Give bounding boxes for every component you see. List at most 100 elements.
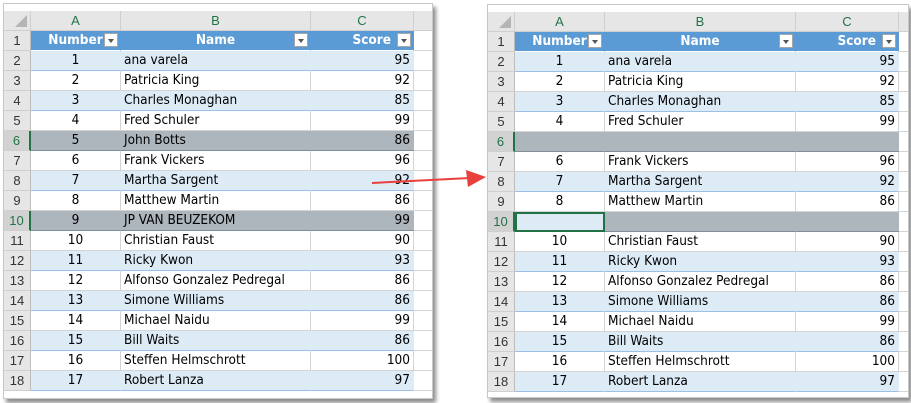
cell-number[interactable]: 2 [515, 72, 605, 92]
cell-number[interactable]: 11 [31, 251, 121, 271]
cell-name[interactable]: Alfonso Gonzalez Pedregal [121, 271, 311, 291]
cell-empty[interactable] [414, 111, 432, 131]
cell-score[interactable] [796, 212, 899, 232]
row-header-1[interactable]: 1 [4, 31, 31, 51]
filter-dropdown-button[interactable] [588, 34, 602, 48]
cell-name[interactable]: Patricia King [121, 71, 311, 91]
cell-score[interactable]: 86 [796, 272, 899, 292]
cell-number[interactable]: 8 [31, 191, 121, 211]
filter-dropdown-button[interactable] [779, 34, 793, 48]
cell-name[interactable]: Charles Monaghan [121, 91, 311, 111]
row-header-2[interactable]: 2 [488, 52, 515, 72]
row-header-18[interactable]: 18 [488, 372, 515, 392]
cell-score[interactable]: 90 [796, 232, 899, 252]
column-header-B[interactable]: B [121, 11, 311, 31]
cell-number[interactable]: 16 [515, 352, 605, 372]
cell-number[interactable]: 16 [31, 351, 121, 371]
cell-score[interactable]: 86 [796, 292, 899, 312]
cell-empty[interactable] [414, 371, 432, 391]
cell-empty[interactable] [899, 292, 908, 312]
row-header-14[interactable]: 14 [488, 292, 515, 312]
cell-score[interactable]: 93 [796, 252, 899, 272]
cell-empty[interactable] [414, 71, 432, 91]
cell-name[interactable]: Christian Faust [605, 232, 796, 252]
cell-number[interactable]: 5 [31, 131, 121, 151]
cell-name[interactable]: ana varela [121, 51, 311, 71]
cell-empty[interactable] [899, 252, 908, 272]
cell-name[interactable]: Fred Schuler [121, 111, 311, 131]
cell-empty[interactable] [414, 151, 432, 171]
cell-score[interactable]: 85 [311, 91, 414, 111]
row-header-15[interactable]: 15 [488, 312, 515, 332]
cell-empty[interactable] [414, 31, 432, 51]
cell-score[interactable]: 97 [796, 372, 899, 392]
cell-score[interactable]: 90 [311, 231, 414, 251]
cell-name[interactable]: Steffen Helmschrott [605, 352, 796, 372]
cell-number[interactable]: 7 [515, 172, 605, 192]
row-header-14[interactable]: 14 [4, 291, 31, 311]
cell-number[interactable]: 3 [515, 92, 605, 112]
column-header-empty[interactable] [414, 11, 432, 31]
cell-score[interactable]: 86 [311, 331, 414, 351]
cell-empty[interactable] [899, 272, 908, 292]
cell-number[interactable]: 10 [31, 231, 121, 251]
cell-number[interactable]: 15 [515, 332, 605, 352]
cell-empty[interactable] [899, 232, 908, 252]
column-header-A[interactable]: A [31, 11, 121, 31]
row-header-3[interactable]: 3 [4, 71, 31, 91]
cell-score[interactable]: 99 [796, 112, 899, 132]
select-all-corner[interactable] [488, 12, 515, 32]
cell-number[interactable]: 13 [31, 291, 121, 311]
filter-dropdown-button[interactable] [397, 33, 411, 47]
cell-name[interactable]: Alfonso Gonzalez Pedregal [605, 272, 796, 292]
cell-name[interactable]: Frank Vickers [121, 151, 311, 171]
row-header-12[interactable]: 12 [4, 251, 31, 271]
header-name[interactable]: Name [605, 32, 796, 52]
cell-score[interactable]: 95 [796, 52, 899, 72]
column-header-C[interactable]: C [796, 12, 899, 32]
cell-name[interactable] [605, 132, 796, 152]
row-header-10[interactable]: 10 [488, 212, 515, 232]
cell-score[interactable]: 96 [796, 152, 899, 172]
row-header-9[interactable]: 9 [4, 191, 31, 211]
cell-name[interactable]: Simone Williams [605, 292, 796, 312]
row-header-12[interactable]: 12 [488, 252, 515, 272]
cell-empty[interactable] [899, 372, 908, 392]
row-header-11[interactable]: 11 [4, 231, 31, 251]
cell-number[interactable]: 12 [31, 271, 121, 291]
cell-empty[interactable] [414, 91, 432, 111]
header-score[interactable]: Score [796, 32, 899, 52]
cell-name[interactable]: Robert Lanza [605, 372, 796, 392]
cell-score[interactable]: 86 [796, 192, 899, 212]
cell-name[interactable]: Patricia King [605, 72, 796, 92]
cell-number[interactable]: 4 [515, 112, 605, 132]
cell-score[interactable]: 86 [311, 291, 414, 311]
cell-number[interactable]: 13 [515, 292, 605, 312]
row-header-3[interactable]: 3 [488, 72, 515, 92]
row-header-5[interactable]: 5 [488, 112, 515, 132]
cell-score[interactable]: 93 [311, 251, 414, 271]
cell-number[interactable]: 14 [515, 312, 605, 332]
cell-empty[interactable] [899, 32, 908, 52]
cell-number[interactable]: 17 [31, 371, 121, 391]
cell-empty[interactable] [899, 212, 908, 232]
cell-score[interactable]: 99 [311, 211, 414, 231]
cell-name[interactable]: Christian Faust [121, 231, 311, 251]
header-number[interactable]: Number [31, 31, 121, 51]
cell-empty[interactable] [899, 52, 908, 72]
row-header-6[interactable]: 6 [4, 131, 31, 151]
cell-score[interactable]: 86 [311, 131, 414, 151]
cell-empty[interactable] [414, 251, 432, 271]
cell-name[interactable]: John Botts [121, 131, 311, 151]
cell-number[interactable]: 7 [31, 171, 121, 191]
column-header-empty[interactable] [899, 12, 908, 32]
cell-score[interactable]: 92 [796, 172, 899, 192]
column-header-B[interactable]: B [605, 12, 796, 32]
select-all-corner[interactable] [4, 11, 31, 31]
row-header-16[interactable]: 16 [4, 331, 31, 351]
row-header-8[interactable]: 8 [488, 172, 515, 192]
cell-score[interactable]: 99 [311, 311, 414, 331]
cell-number[interactable]: 1 [31, 51, 121, 71]
cell-score[interactable] [796, 132, 899, 152]
cell-empty[interactable] [899, 92, 908, 112]
